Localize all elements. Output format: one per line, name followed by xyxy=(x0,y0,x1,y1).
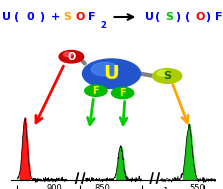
Text: ): ) xyxy=(175,12,180,22)
Text: +: + xyxy=(51,12,60,22)
Circle shape xyxy=(59,50,84,63)
Text: (: ( xyxy=(14,12,20,22)
Text: 0: 0 xyxy=(27,12,34,22)
Text: 900: 900 xyxy=(47,184,62,189)
Text: F: F xyxy=(93,86,99,96)
Text: S: S xyxy=(165,12,173,22)
Text: S: S xyxy=(64,12,72,22)
Circle shape xyxy=(85,85,107,96)
Circle shape xyxy=(112,87,134,99)
Text: 850: 850 xyxy=(94,184,110,189)
Text: F: F xyxy=(215,12,223,22)
Text: U: U xyxy=(2,12,11,22)
Circle shape xyxy=(64,52,72,57)
Text: -1: -1 xyxy=(162,187,169,189)
Text: ): ) xyxy=(205,12,210,22)
Text: U: U xyxy=(104,64,119,83)
Circle shape xyxy=(153,69,182,83)
Text: 550: 550 xyxy=(190,184,206,189)
Text: O: O xyxy=(195,12,204,22)
Text: F: F xyxy=(119,88,126,98)
Text: O: O xyxy=(76,12,85,22)
Text: S: S xyxy=(163,71,171,81)
Circle shape xyxy=(157,70,168,76)
Circle shape xyxy=(91,62,118,76)
Text: O: O xyxy=(67,52,75,62)
Text: U: U xyxy=(145,12,154,22)
Text: F: F xyxy=(88,12,96,22)
Text: 2: 2 xyxy=(100,21,106,30)
Text: (: ( xyxy=(155,12,160,22)
Text: (: ( xyxy=(185,12,190,22)
Text: ): ) xyxy=(39,12,44,22)
Circle shape xyxy=(83,59,140,88)
